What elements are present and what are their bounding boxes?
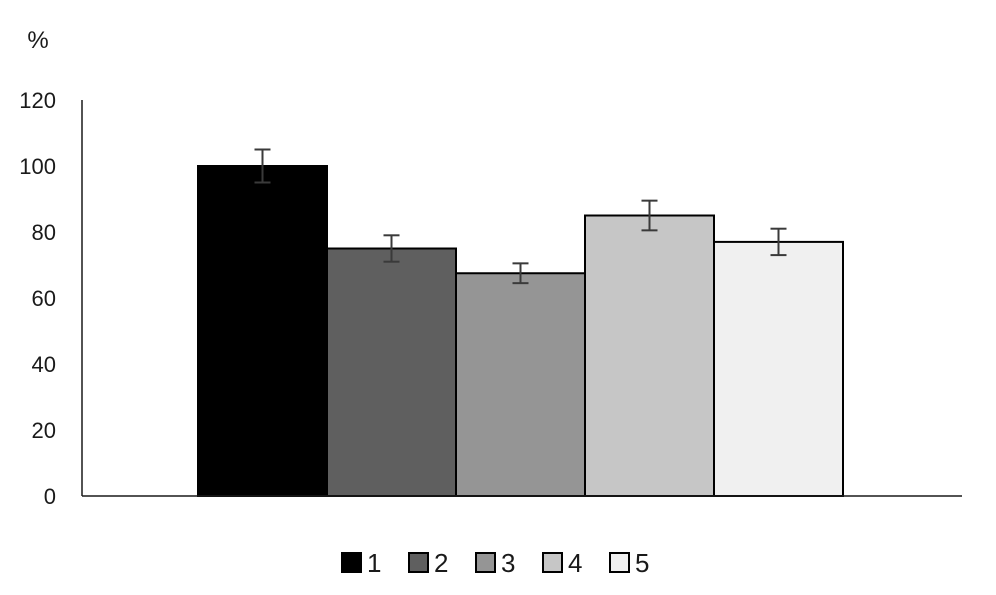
legend-label-2: 2 bbox=[434, 548, 448, 578]
y-tick-label: 0 bbox=[44, 484, 56, 509]
bar-4 bbox=[584, 214, 715, 497]
legend-label-5: 5 bbox=[635, 548, 649, 578]
legend-swatch-3 bbox=[475, 552, 496, 573]
legend-label-4: 4 bbox=[568, 548, 582, 578]
legend-swatch-5 bbox=[609, 552, 630, 573]
legend-label-3: 3 bbox=[501, 548, 515, 578]
y-tick-label: 40 bbox=[32, 352, 56, 377]
bar-2 bbox=[326, 247, 457, 497]
legend: 1 2 3 4 5 bbox=[341, 548, 649, 578]
y-axis-ticks: 0 20 40 60 80 100 120 bbox=[19, 88, 56, 509]
legend-label-1: 1 bbox=[367, 548, 381, 578]
y-axis-unit-label: % bbox=[27, 27, 48, 54]
y-tick-label: 100 bbox=[19, 154, 56, 179]
y-tick-label: 20 bbox=[32, 418, 56, 443]
y-tick-label: 120 bbox=[19, 88, 56, 113]
bar-1 bbox=[197, 165, 328, 497]
legend-swatch-2 bbox=[408, 552, 429, 573]
bar-3 bbox=[455, 272, 586, 497]
bars bbox=[197, 165, 844, 497]
bar-5 bbox=[713, 240, 844, 497]
legend-swatch-4 bbox=[542, 552, 563, 573]
y-tick-label: 60 bbox=[32, 286, 56, 311]
legend-swatch-1 bbox=[341, 552, 362, 573]
error-bars bbox=[254, 148, 787, 285]
y-tick-label: 80 bbox=[32, 220, 56, 245]
